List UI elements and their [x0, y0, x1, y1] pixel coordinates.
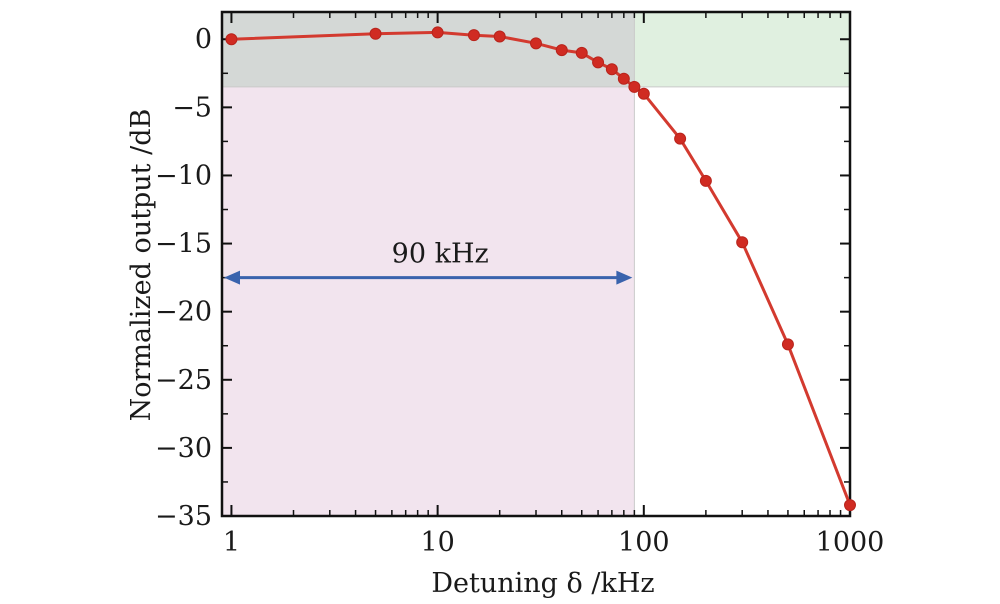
y-tick-label: −15 — [155, 229, 212, 260]
annotation-layer: 90 kHz — [224, 239, 633, 285]
data-point — [637, 87, 650, 100]
x-axis-label: Detuning δ /kHz — [431, 568, 654, 599]
shaded-regions — [222, 12, 850, 516]
data-point — [369, 27, 382, 40]
data-point — [467, 29, 480, 42]
data-point — [431, 26, 444, 39]
overlap-region — [222, 12, 635, 87]
data-point — [699, 174, 712, 187]
data-point — [493, 30, 506, 43]
data-point — [674, 132, 687, 145]
x-tick-label: 1 — [223, 527, 240, 558]
y-tick-label: −30 — [155, 433, 212, 464]
span-arrow-right-head — [616, 270, 633, 285]
passband-region — [222, 12, 635, 516]
y-tick-label: −25 — [155, 365, 212, 396]
y-tick-label: −5 — [172, 92, 212, 123]
series-line — [231, 30, 852, 506]
span-arrow-left-head — [224, 270, 240, 285]
x-tick-label: 10 — [420, 527, 454, 558]
x-tick-label: 1000 — [816, 527, 885, 558]
data-point — [225, 33, 238, 46]
data-point — [781, 338, 794, 351]
data-point — [592, 56, 605, 69]
data-series — [225, 26, 856, 512]
data-point — [555, 44, 568, 57]
y-axis-label: Normalized output /dB — [126, 109, 157, 422]
data-point — [575, 46, 588, 59]
axes: 1 10 100 1000 0 −5 −10 −15 −20 −25 −30 −35 — [155, 10, 885, 558]
data-point — [628, 80, 641, 93]
data-point — [617, 72, 630, 85]
data-point — [530, 37, 542, 50]
data-point — [844, 499, 856, 512]
x-tick-label: 100 — [618, 527, 670, 558]
y-tick-label: −35 — [155, 501, 212, 532]
y-tick-label: −10 — [155, 160, 212, 191]
y-tick-label: 0 — [195, 24, 212, 55]
data-point — [736, 236, 749, 249]
span-annotation-label: 90 kHz — [392, 239, 489, 270]
y-tick-label: −20 — [155, 297, 212, 328]
data-point — [605, 63, 618, 76]
